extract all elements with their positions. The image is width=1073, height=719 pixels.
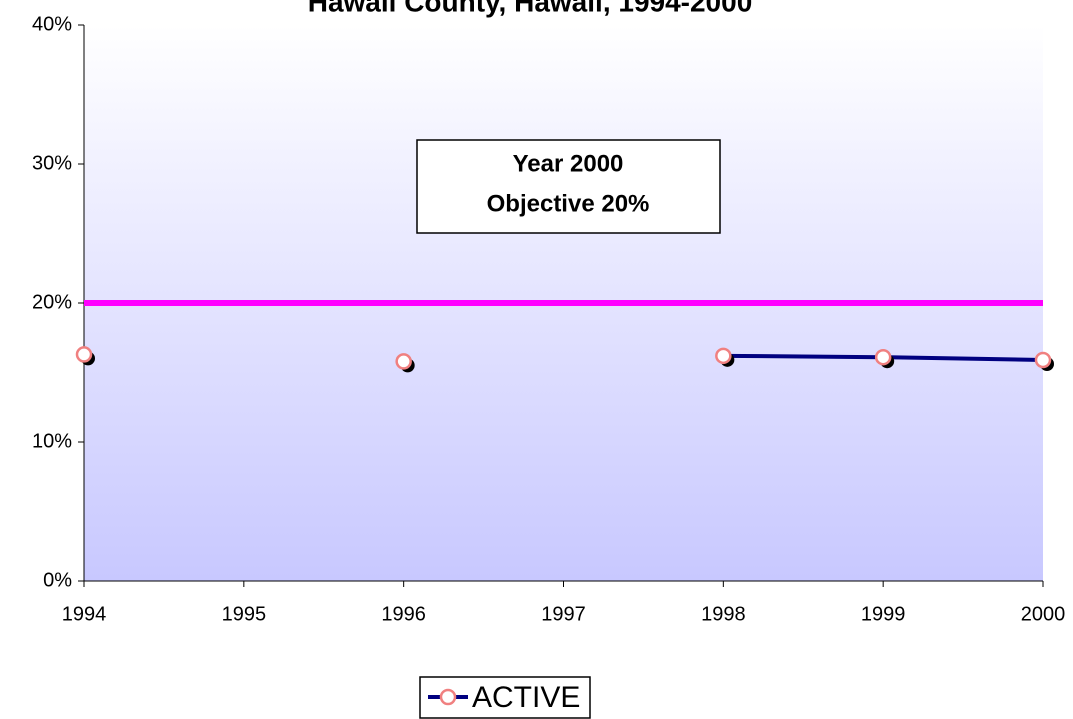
chart-title: Hawaii County, Hawaii, 1994-2000 bbox=[308, 0, 753, 17]
x-tick-label: 1996 bbox=[381, 603, 426, 625]
y-tick-label: 10% bbox=[32, 430, 72, 452]
legend-label: ACTIVE bbox=[472, 681, 580, 714]
y-tick-label: 20% bbox=[32, 291, 72, 313]
x-tick-label: 1995 bbox=[222, 603, 267, 625]
marker bbox=[75, 346, 93, 363]
y-tick-label: 0% bbox=[43, 569, 72, 591]
marker bbox=[715, 347, 732, 365]
marker bbox=[395, 353, 412, 370]
x-tick-label: 1999 bbox=[861, 603, 906, 625]
x-tick-label: 1994 bbox=[62, 603, 107, 625]
y-tick-label: 40% bbox=[32, 13, 72, 35]
annotation-text: Objective 20% bbox=[487, 190, 650, 217]
y-tick-label: 30% bbox=[32, 152, 72, 174]
marker bbox=[1034, 351, 1052, 369]
marker bbox=[874, 348, 892, 366]
x-tick-label: 2000 bbox=[1021, 603, 1066, 625]
annotation-box bbox=[416, 139, 721, 234]
x-tick-label: 1998 bbox=[701, 603, 746, 625]
legend-marker bbox=[439, 688, 457, 706]
annotation-text: Year 2000 bbox=[513, 150, 624, 177]
x-tick-label: 1997 bbox=[541, 603, 586, 625]
